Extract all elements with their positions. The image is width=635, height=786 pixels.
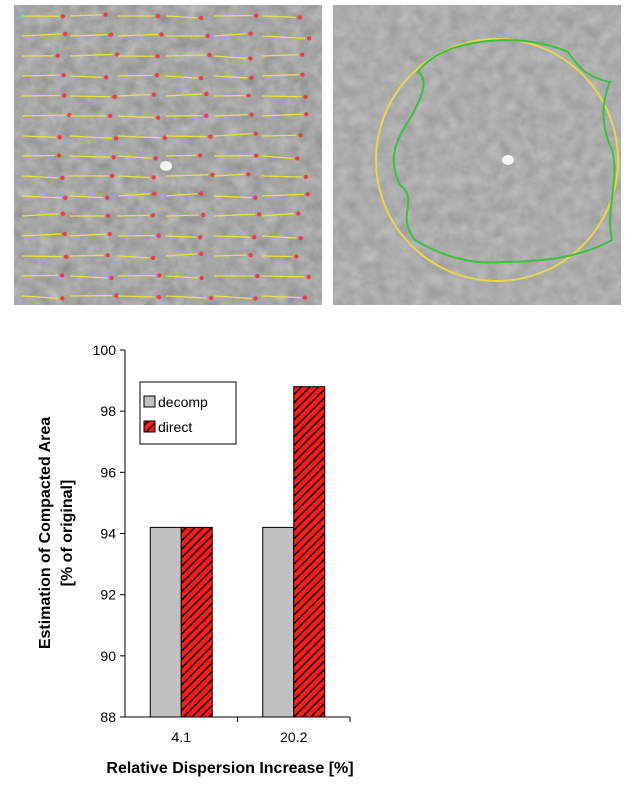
legend-label: direct	[158, 419, 192, 435]
y-axis-label: Estimation of Compacted Area	[37, 417, 54, 649]
bar	[294, 387, 325, 717]
y-tick-label: 98	[100, 403, 116, 419]
figure: 1 88 90 92 94 96 98 100 4.1 20.2 Relative Dispers…	[0, 0, 635, 781]
y-tick-label: 90	[100, 648, 116, 664]
bar	[263, 527, 294, 717]
legend: decomp direct	[140, 382, 236, 444]
y-axis-label: [% of original]	[59, 480, 76, 587]
y-tick-label: 96	[100, 464, 116, 480]
panel-label: 1	[18, 9, 24, 21]
legend-swatch	[144, 396, 155, 407]
chart: 88 90 92 94 96 98 100 4.1 20.2 Relative Dispersio…	[37, 342, 354, 777]
image-left: 1	[14, 5, 322, 305]
legend-label: decomp	[158, 394, 208, 410]
y-tick-label: 100	[93, 342, 117, 358]
bar	[150, 527, 181, 717]
y-tick-label: 92	[100, 587, 116, 603]
legend-swatch	[144, 421, 155, 432]
image-right	[333, 5, 621, 305]
y-tick-label: 94	[100, 526, 116, 542]
x-tick-label: 20.2	[280, 729, 307, 745]
x-tick-label: 4.1	[172, 729, 192, 745]
x-axis-label: Relative Dispersion Increase [%]	[106, 760, 353, 777]
y-tick-label: 88	[100, 709, 116, 725]
bar	[181, 527, 212, 717]
